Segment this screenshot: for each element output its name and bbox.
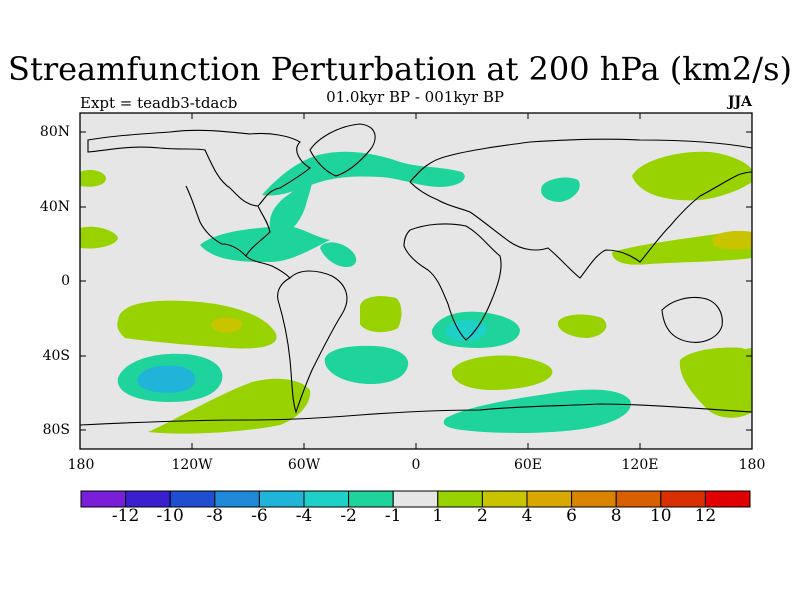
colorbar-swatch xyxy=(437,490,483,508)
colorbar-swatch xyxy=(258,490,305,508)
contour-region-positive xyxy=(360,296,402,333)
lon-label-60e: 60E xyxy=(513,457,543,473)
colorbar-swatch xyxy=(615,490,662,508)
colorbar-label: 12 xyxy=(694,506,717,526)
colorbar-swatch xyxy=(571,490,617,508)
contour-region-negative-stronger xyxy=(137,365,196,393)
coastlines xyxy=(80,123,752,426)
contour-region-positive xyxy=(632,151,752,201)
contour-region-negative-strong xyxy=(445,320,487,342)
colorbar-swatch xyxy=(169,490,216,508)
lat-label-40n: 40N xyxy=(39,199,70,215)
colorbar-swatch xyxy=(80,490,127,508)
lat-ticks xyxy=(80,131,752,431)
colorbar-label: 1 xyxy=(432,506,444,526)
contour-region-positive xyxy=(117,300,277,349)
colorbar-swatch xyxy=(125,490,171,508)
colorbar-label: 10 xyxy=(649,506,672,526)
lon-label-60w: 60W xyxy=(287,457,321,473)
colorbar-swatch xyxy=(303,490,350,508)
colorbar xyxy=(80,490,751,508)
colorbar-label: -10 xyxy=(156,506,184,526)
lon-label-180e: 180 xyxy=(738,457,766,473)
colorbar-swatch xyxy=(526,490,573,508)
contour-region-positive xyxy=(80,226,118,249)
contour-region-negative xyxy=(320,242,357,268)
lon-label-0: 0 xyxy=(411,457,421,473)
colorbar-label: -6 xyxy=(251,506,268,526)
lon-label-120w: 120W xyxy=(171,457,213,473)
contour-region-negative xyxy=(324,345,409,384)
contour-region-negative xyxy=(541,177,580,202)
map-title: Streamfunction Perturbation at 200 hPa (… xyxy=(8,50,792,88)
lat-label-80s: 80S xyxy=(42,422,70,438)
contour-region-negative xyxy=(200,226,330,262)
contour-region-positive xyxy=(451,355,553,390)
contour-region-positive xyxy=(80,170,106,187)
colorbar-label: 6 xyxy=(566,506,578,526)
lon-label-180w: 180 xyxy=(67,457,95,473)
colorbar-label: -2 xyxy=(340,506,357,526)
colorbar-swatch xyxy=(348,490,394,508)
colorbar-label: 4 xyxy=(521,506,533,526)
contour-region-positive xyxy=(557,314,607,338)
colorbar-swatch xyxy=(481,490,528,508)
lon-ticks xyxy=(191,113,641,449)
colorbar-label: 2 xyxy=(476,506,488,526)
lat-label-0: 0 xyxy=(61,273,70,289)
experiment-label: Expt = teadb3-tdacb xyxy=(80,94,238,112)
contour-region-positive xyxy=(740,348,752,360)
contour-region-positive-strong xyxy=(211,317,243,333)
colorbar-label: 8 xyxy=(610,506,622,526)
colorbar-label: -1 xyxy=(384,506,402,526)
contour-region-positive xyxy=(679,347,752,418)
contour-region-positive-strong xyxy=(712,230,752,250)
colorbar-swatch xyxy=(660,490,706,508)
colorbar-swatch xyxy=(704,490,751,508)
lat-label-80n: 80N xyxy=(39,124,70,140)
contour-region-negative xyxy=(262,151,465,196)
colorbar-swatch xyxy=(214,490,260,508)
lon-label-120e: 120E xyxy=(621,457,659,473)
colorbar-label: -4 xyxy=(295,506,313,526)
colorbar-swatch xyxy=(392,490,439,508)
season-label: JJA xyxy=(727,94,752,110)
contour-region-negative xyxy=(443,389,631,433)
lat-label-40s: 40S xyxy=(42,348,70,364)
colorbar-label: -12 xyxy=(111,506,140,526)
colorbar-label: -8 xyxy=(206,506,224,526)
period-label: 01.0kyr BP - 001kyr BP xyxy=(326,88,504,106)
